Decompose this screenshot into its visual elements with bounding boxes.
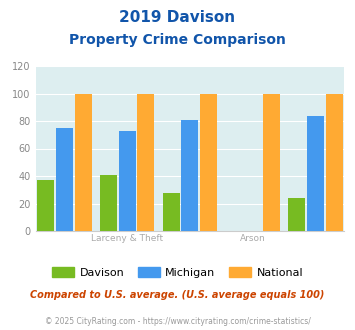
Bar bbox=[263, 93, 280, 231]
Bar bbox=[163, 192, 180, 231]
Bar bbox=[288, 198, 305, 231]
Text: Property Crime Comparison: Property Crime Comparison bbox=[69, 33, 286, 47]
Bar bbox=[307, 115, 324, 231]
Bar bbox=[100, 175, 117, 231]
Bar bbox=[119, 131, 136, 231]
Bar bbox=[37, 180, 54, 231]
Text: © 2025 CityRating.com - https://www.cityrating.com/crime-statistics/: © 2025 CityRating.com - https://www.city… bbox=[45, 317, 310, 326]
Bar bbox=[181, 120, 198, 231]
Text: 2019 Davison: 2019 Davison bbox=[119, 10, 236, 25]
Bar bbox=[326, 93, 343, 231]
Text: Compared to U.S. average. (U.S. average equals 100): Compared to U.S. average. (U.S. average … bbox=[30, 290, 325, 300]
Bar bbox=[75, 93, 92, 231]
Bar bbox=[137, 93, 154, 231]
Bar bbox=[56, 128, 73, 231]
Bar bbox=[200, 93, 217, 231]
Legend: Davison, Michigan, National: Davison, Michigan, National bbox=[47, 263, 308, 282]
